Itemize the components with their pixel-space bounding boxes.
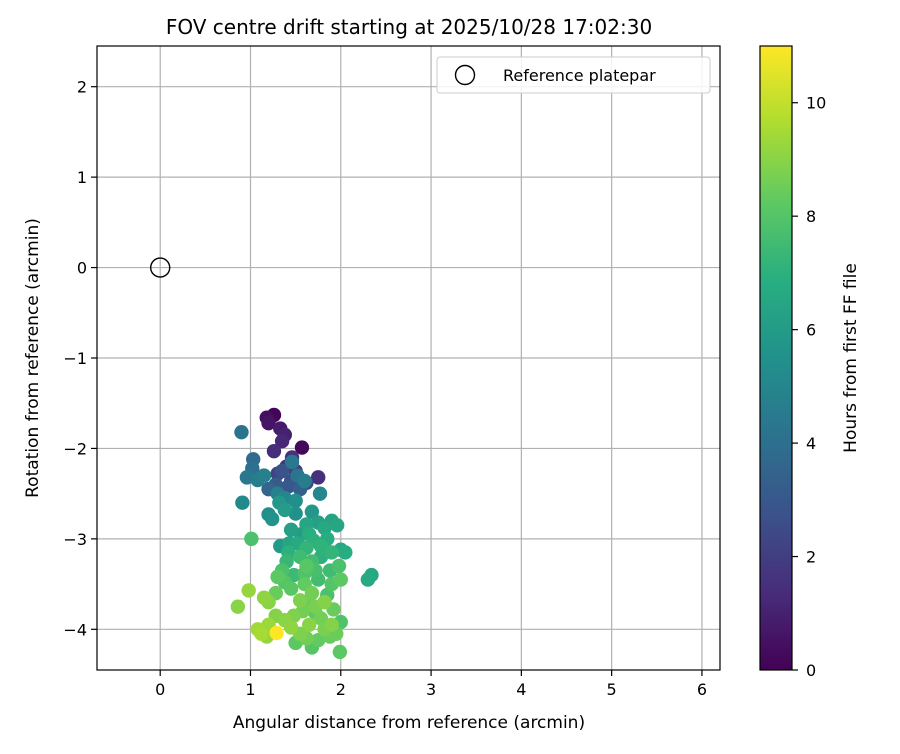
data-point	[261, 415, 276, 431]
y-tick-label: −3	[63, 530, 87, 549]
data-point	[281, 479, 296, 494]
colorbar-tick-label: 8	[806, 207, 816, 226]
data-point	[283, 620, 299, 635]
data-point	[235, 495, 250, 510]
data-point	[324, 617, 339, 632]
data-point	[264, 511, 280, 527]
data-point	[304, 585, 320, 601]
y-axis: 2 1 0 −1 −2 −3 −4	[63, 78, 97, 639]
x-axis-label: Angular distance from reference (arcmin)	[233, 713, 585, 733]
data-point	[230, 599, 246, 614]
y-tick-label: 1	[77, 168, 87, 187]
y-axis-label: Rotation from reference (arcmin)	[23, 218, 43, 498]
colorbar-tick-label: 0	[806, 661, 816, 680]
data-point	[301, 617, 317, 632]
colorbar-tick-label: 4	[806, 434, 816, 453]
data-point	[269, 625, 284, 641]
y-tick-label: −4	[63, 620, 87, 639]
data-point	[241, 583, 256, 598]
data-point	[317, 594, 332, 610]
data-point	[288, 506, 303, 521]
data-point	[338, 545, 353, 560]
data-point	[324, 545, 339, 560]
y-tick-label: −2	[63, 439, 87, 458]
data-point	[256, 468, 272, 483]
grid	[97, 46, 720, 670]
colorbar-tick-label: 2	[806, 548, 816, 567]
data-point	[283, 522, 299, 538]
x-tick-label: 6	[697, 680, 707, 699]
data-point	[294, 440, 310, 455]
legend-entry: Reference platepar	[503, 66, 656, 85]
legend: Reference platepar	[436, 56, 711, 94]
data-point	[313, 538, 329, 554]
data-point	[297, 473, 312, 489]
x-tick-label: 4	[516, 680, 526, 699]
data-point	[311, 470, 326, 485]
legend-marker	[454, 64, 476, 86]
data-point	[234, 424, 249, 440]
x-tick-label: 3	[426, 680, 436, 699]
data-point	[333, 572, 348, 587]
x-tick-label: 1	[245, 680, 255, 699]
data-point	[283, 581, 299, 596]
legend-box	[436, 56, 711, 94]
colorbar-tick-label: 10	[806, 94, 826, 113]
y-tick-label: 0	[77, 259, 87, 278]
data-point	[329, 518, 345, 533]
x-tick-label: 0	[155, 680, 165, 699]
x-tick-label: 2	[336, 680, 346, 699]
data-point	[256, 590, 272, 605]
colorbar-tick-label: 6	[806, 321, 816, 340]
data-point	[360, 572, 376, 587]
data-point	[317, 520, 332, 536]
colorbar: 0 2 4 6 8 10 Hours from first FF file	[759, 45, 861, 680]
data-point	[277, 502, 293, 518]
data-point	[244, 531, 259, 547]
y-tick-label: 2	[77, 78, 87, 97]
reference-marker	[150, 257, 171, 278]
data-point	[332, 644, 348, 660]
x-axis: 0 1 2 3 4 5 6	[155, 670, 707, 699]
data-point	[270, 569, 285, 585]
data-point	[274, 463, 290, 479]
colorbar-frame	[759, 45, 793, 671]
data-point	[311, 632, 326, 648]
data-point	[304, 504, 320, 519]
chart-title: FOV centre drift starting at 2025/10/28 …	[166, 15, 652, 39]
data-point	[312, 486, 328, 501]
data-point	[284, 454, 300, 470]
data-point	[292, 593, 308, 608]
y-tick-label: −1	[63, 349, 87, 368]
data-point	[266, 443, 282, 459]
data-point	[274, 434, 290, 449]
colorbar-gradient	[760, 46, 792, 670]
data-point	[254, 626, 269, 642]
x-tick-label: 5	[607, 680, 617, 699]
data-point	[313, 611, 329, 626]
data-points	[230, 407, 379, 660]
data-point	[239, 470, 255, 485]
data-point	[299, 558, 314, 574]
colorbar-ticks: 0 2 4 6 8 10	[792, 94, 826, 680]
reference-platepar-marker	[150, 257, 171, 278]
data-point	[288, 493, 303, 509]
data-point	[331, 558, 347, 574]
colorbar-label: Hours from first FF file	[841, 263, 861, 453]
